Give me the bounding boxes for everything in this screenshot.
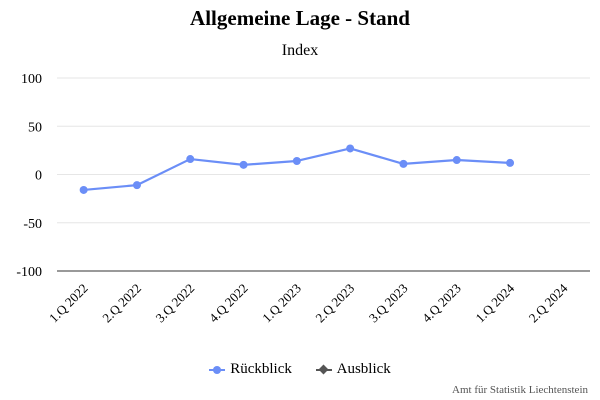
legend-swatch-diamond-icon [315, 364, 332, 375]
data-point [79, 185, 88, 194]
x-tick-label: 1.Q 2023 [259, 281, 304, 326]
y-tick-label: 0 [35, 169, 42, 184]
legend: Rückblick Ausblick [0, 361, 600, 380]
legend-item-rueckblick[interactable]: Rückblick [209, 361, 292, 378]
legend-marker-ausblick [318, 364, 329, 374]
legend-label-ausblick: Ausblick [336, 361, 391, 377]
legend-item-ausblick[interactable]: Ausblick [315, 361, 391, 378]
data-point [506, 158, 515, 167]
x-tick-label: 4.Q 2022 [206, 281, 251, 326]
legend-swatch-circle-icon [209, 365, 226, 375]
data-point [132, 181, 141, 190]
y-tick-label: -100 [16, 265, 42, 280]
legend-label-rueckblick: Rückblick [230, 361, 292, 377]
x-tick-label: 3.Q 2022 [153, 281, 198, 326]
x-tick-label: 2.Q 2024 [526, 280, 571, 325]
series-line-0 [83, 147, 511, 192]
x-tick-label: 1.Q 2022 [46, 281, 91, 326]
x-tick-label: 3.Q 2023 [366, 281, 411, 326]
y-tick-label: -50 [23, 217, 42, 232]
data-point [239, 160, 248, 169]
chart-title: Allgemeine Lage - Stand [190, 6, 410, 30]
y-tick-label: 100 [21, 72, 42, 87]
data-point [346, 144, 355, 153]
y-tick-label: 50 [28, 120, 42, 135]
data-point [452, 156, 461, 165]
x-tick-label: 1.Q 2024 [472, 280, 517, 325]
x-tick-label: 2.Q 2023 [312, 281, 357, 326]
legend-marker-rueckblick [213, 365, 222, 374]
x-tick-label: 2.Q 2022 [99, 281, 144, 326]
credits: Amt für Statistik Liechtenstein [452, 384, 588, 396]
data-point [186, 155, 195, 164]
chart-subtitle: Index [281, 42, 319, 59]
x-tick-label: 4.Q 2023 [419, 281, 464, 326]
data-point [399, 159, 408, 168]
data-point [292, 156, 301, 165]
